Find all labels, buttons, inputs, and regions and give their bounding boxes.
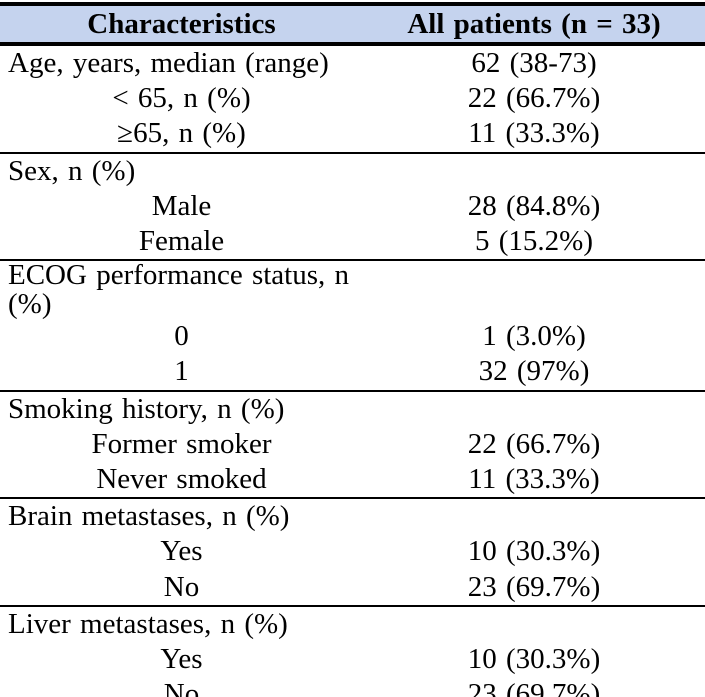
row-label: No bbox=[163, 570, 200, 603]
row-value: 10 (30.3%) bbox=[467, 642, 601, 675]
row-value: 5 (15.2%) bbox=[475, 225, 593, 258]
table-row: Sex, n (%) bbox=[0, 151, 705, 189]
row-label: No bbox=[163, 678, 200, 697]
table-row: ECOG performance status, n (%) bbox=[0, 259, 705, 320]
column-header-characteristics: Characteristics bbox=[0, 4, 363, 46]
row-value: 11 (33.3%) bbox=[468, 462, 600, 495]
row-label: Smoking history, n (%) bbox=[0, 389, 363, 427]
table-row: 1 32 (97%) bbox=[0, 354, 705, 390]
table-row: Brain metastases, n (%) bbox=[0, 497, 705, 535]
row-value: 22 (66.7%) bbox=[467, 82, 601, 115]
table-row: Yes 10 (30.3%) bbox=[0, 534, 705, 569]
table-body: Age, years, median (range) 62 (38-73) < 65… bbox=[0, 44, 705, 697]
row-label: < 65, n (%) bbox=[112, 82, 251, 115]
table-row: Male 28 (84.8%) bbox=[0, 189, 705, 224]
table-row: Former smoker 22 (66.7%) bbox=[0, 427, 705, 462]
row-value bbox=[363, 604, 705, 642]
row-value bbox=[363, 151, 705, 189]
row-value: 10 (30.3%) bbox=[467, 535, 601, 568]
table-row: Smoking history, n (%) bbox=[0, 389, 705, 427]
row-label: Sex, n (%) bbox=[0, 151, 363, 189]
table-row: No 23 (69.7%) bbox=[0, 677, 705, 697]
row-value: 62 (38-73) bbox=[471, 47, 597, 80]
table-row: Yes 10 (30.3%) bbox=[0, 642, 705, 677]
table-row: 0 1 (3.0%) bbox=[0, 319, 705, 354]
column-header-all-patients: All patients (n = 33) bbox=[363, 4, 705, 46]
row-value bbox=[363, 389, 705, 427]
table-row: Age, years, median (range) 62 (38-73) bbox=[0, 44, 705, 81]
row-value bbox=[363, 259, 705, 320]
table-row: ≥65, n (%) 11 (33.3%) bbox=[0, 116, 705, 152]
row-label: Never smoked bbox=[96, 462, 267, 495]
row-label: Female bbox=[138, 225, 225, 258]
row-value: 1 (3.0%) bbox=[482, 320, 586, 353]
row-value bbox=[363, 497, 705, 535]
table-row: Female 5 (15.2%) bbox=[0, 224, 705, 260]
row-value: 22 (66.7%) bbox=[467, 427, 601, 460]
row-label: ≥65, n (%) bbox=[117, 117, 246, 150]
row-label: 1 bbox=[174, 355, 189, 388]
row-value: 11 (33.3%) bbox=[468, 117, 600, 150]
table-row: Never smoked 11 (33.3%) bbox=[0, 462, 705, 498]
table-row: No 23 (69.7%) bbox=[0, 569, 705, 605]
row-label: Former smoker bbox=[91, 427, 272, 460]
table-header-row: Characteristics All patients (n = 33) bbox=[0, 4, 705, 46]
row-label: Brain metastases, n (%) bbox=[0, 497, 363, 535]
row-label: Age, years, median (range) bbox=[8, 47, 329, 80]
row-label: Male bbox=[151, 189, 212, 222]
row-label: ECOG performance status, n (%) bbox=[0, 259, 363, 320]
table-row: < 65, n (%) 22 (66.7%) bbox=[0, 81, 705, 116]
row-value: 23 (69.7%) bbox=[467, 678, 601, 697]
row-label: Liver metastases, n (%) bbox=[0, 604, 363, 642]
row-label: 0 bbox=[174, 320, 189, 353]
row-value: 28 (84.8%) bbox=[467, 189, 601, 222]
table-row: Liver metastases, n (%) bbox=[0, 604, 705, 642]
row-label: Yes bbox=[160, 642, 203, 675]
row-value: 32 (97%) bbox=[478, 355, 590, 388]
row-value: 23 (69.7%) bbox=[467, 570, 601, 603]
row-label: Yes bbox=[160, 535, 203, 568]
